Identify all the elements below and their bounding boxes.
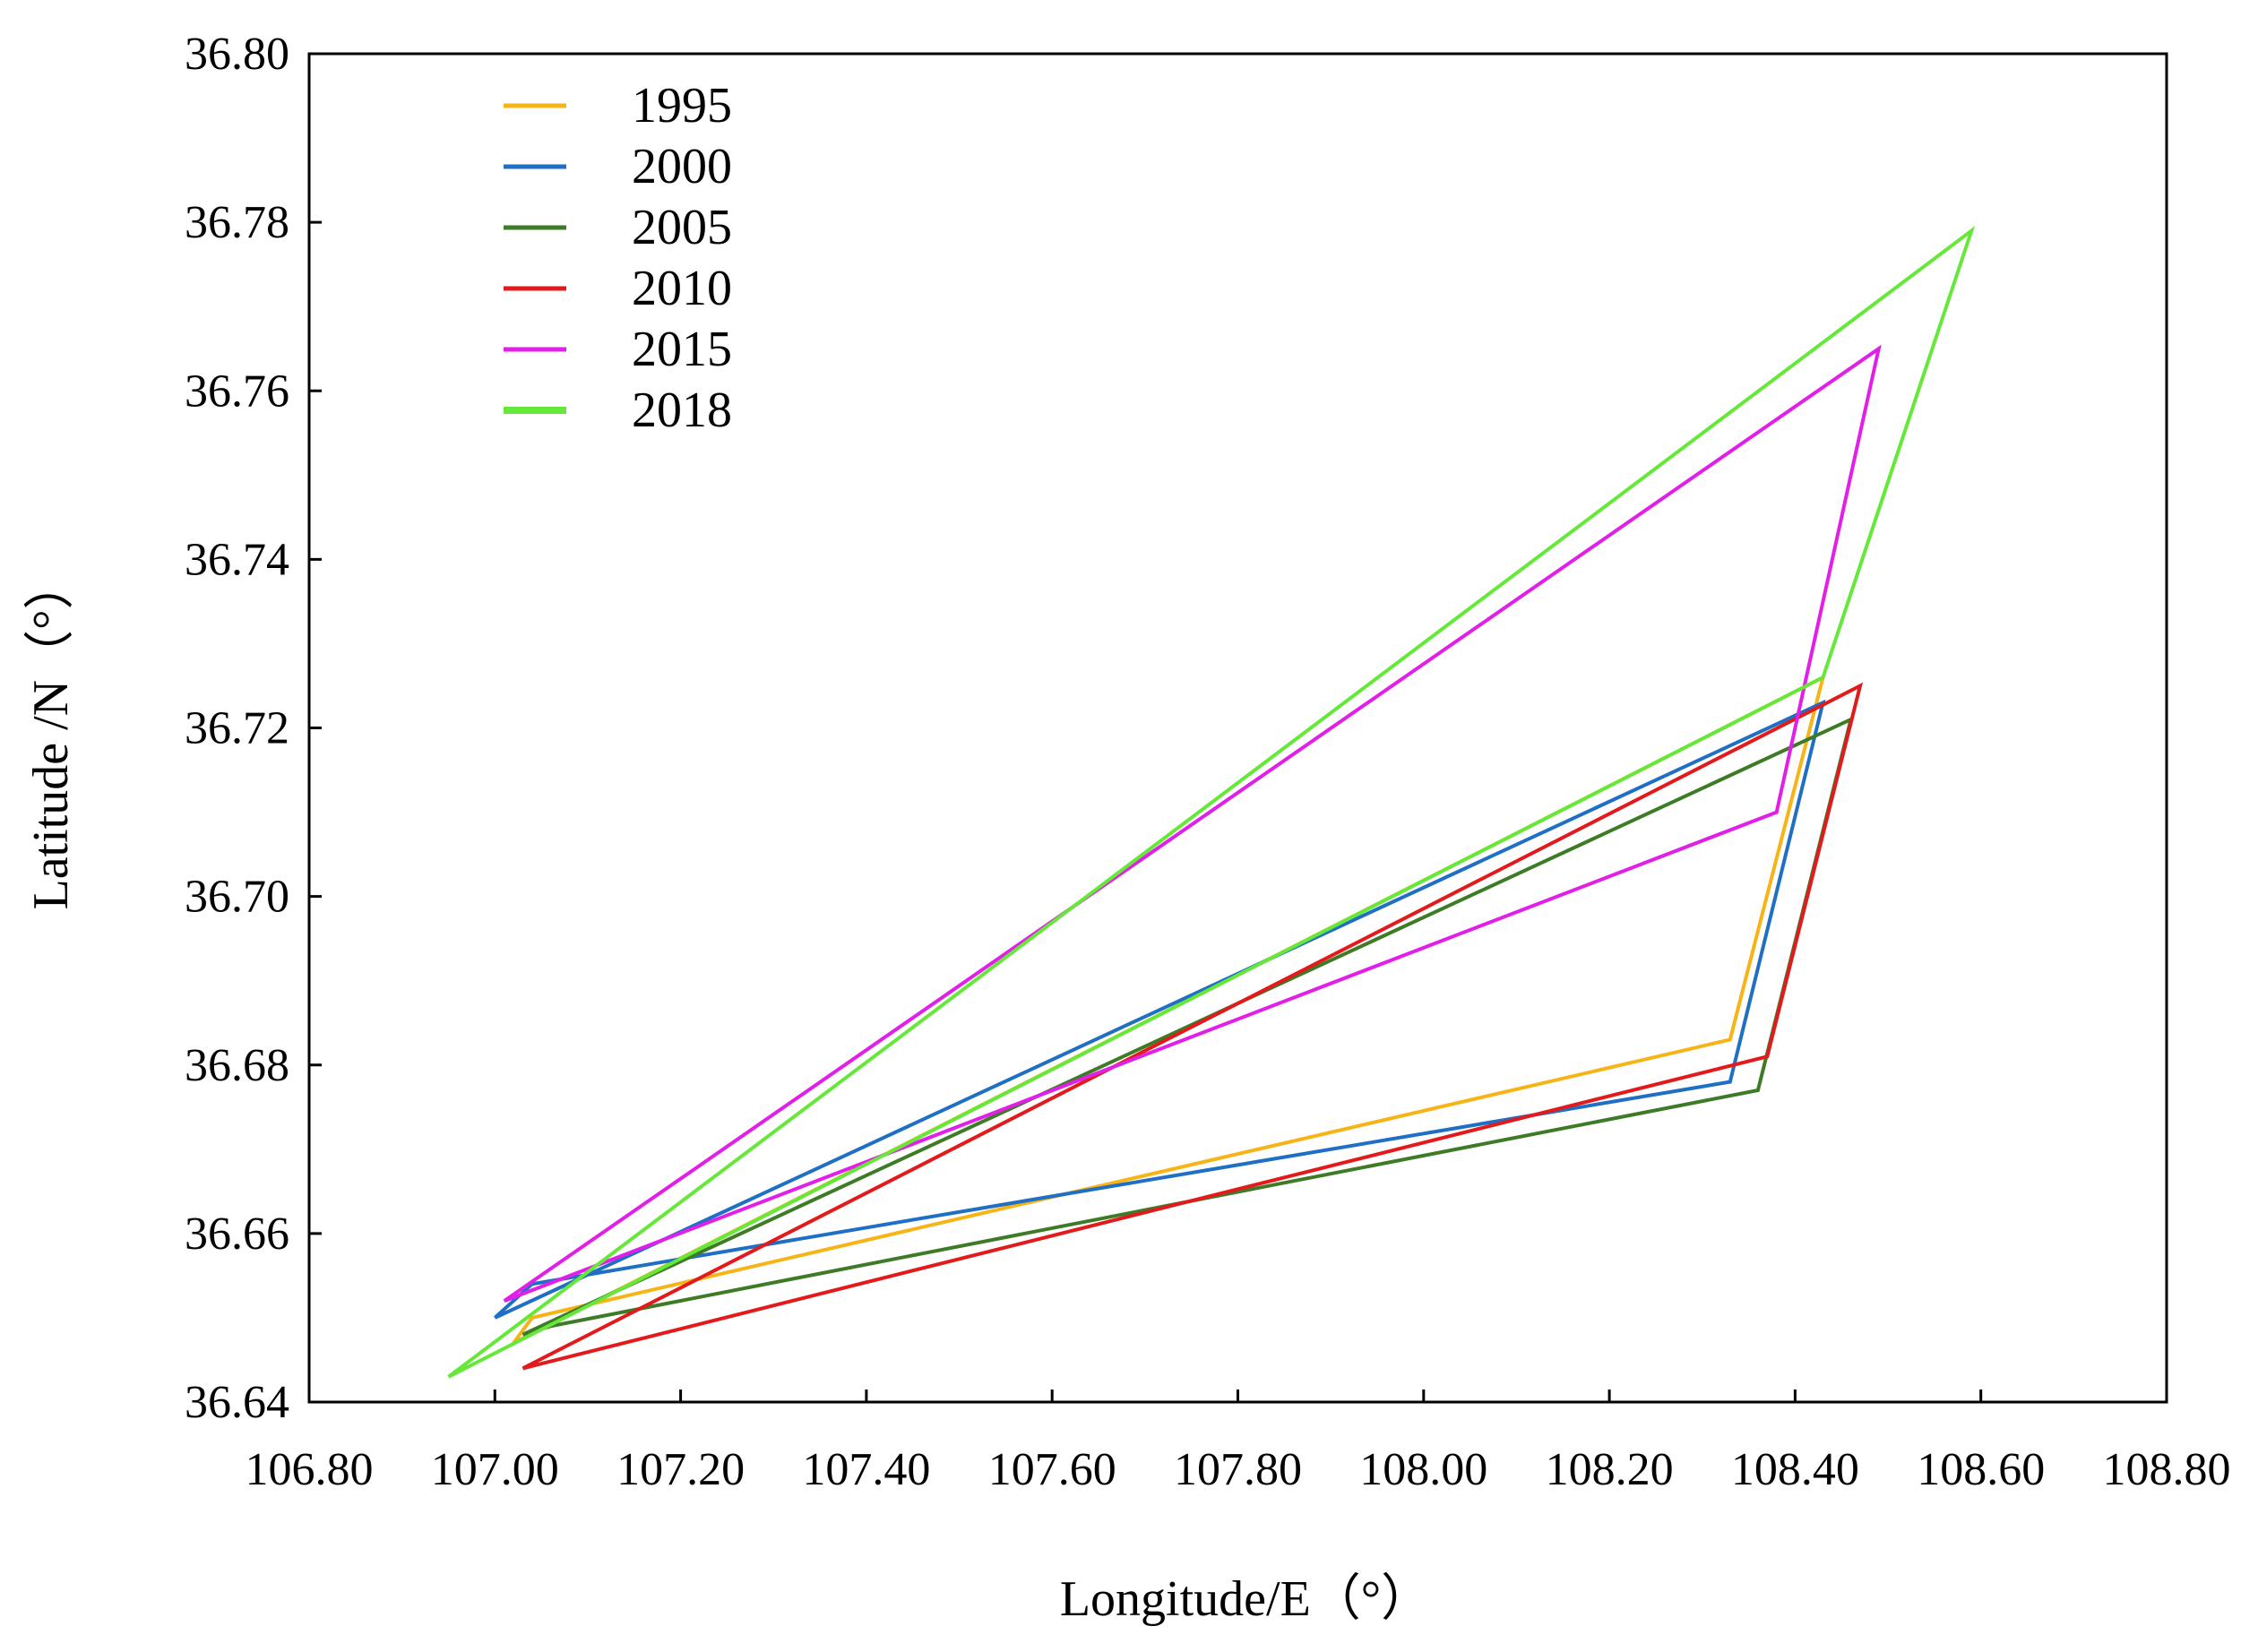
- x-tick-label: 108.20: [1546, 1444, 1674, 1495]
- legend-label-2018: 2018: [632, 383, 732, 438]
- legend-label-2000: 2000: [632, 139, 732, 194]
- y-tick-label: 36.74: [185, 534, 289, 585]
- x-tick-label: 108.60: [1917, 1444, 2045, 1495]
- series-lines: [447, 226, 1976, 1379]
- x-axis-title: Longitude/E（°）: [1060, 1571, 1431, 1627]
- x-tick-label: 107.60: [988, 1444, 1116, 1495]
- x-tick-label: 107.40: [802, 1444, 930, 1495]
- y-tick-label: 36.80: [185, 29, 289, 80]
- legend: 1995 2000 2005 2010 2015 2018: [504, 78, 732, 438]
- legend-label-1995: 1995: [632, 78, 732, 133]
- x-axis: 106.80 107.00 107.20 107.40 107.60 107.80 108.…: [246, 1390, 2231, 1495]
- y-tick-label: 36.72: [185, 703, 289, 754]
- series-line-2010: [521, 682, 1864, 1371]
- x-tick-label: 108.00: [1359, 1444, 1487, 1495]
- x-tick-label: 107.80: [1174, 1444, 1302, 1495]
- x-tick-label: 106.80: [246, 1444, 374, 1495]
- series-line-2005: [521, 716, 1854, 1337]
- series-line-2000: [493, 699, 1826, 1320]
- x-tick-label: 107.00: [431, 1444, 559, 1495]
- y-axis-title: Latitude /N（°）: [23, 560, 79, 910]
- plot-frame: [307, 52, 2168, 1404]
- x-tick-label: 107.20: [616, 1444, 745, 1495]
- y-tick-label: 36.66: [185, 1209, 289, 1260]
- y-tick-label: 36.70: [185, 872, 289, 923]
- y-tick-label: 36.64: [185, 1377, 289, 1428]
- series-line-2015: [503, 344, 1882, 1303]
- y-tick-label: 36.68: [185, 1040, 289, 1091]
- y-tick-label: 36.78: [185, 197, 289, 248]
- series-line-2018: [447, 226, 1976, 1379]
- legend-label-2005: 2005: [632, 200, 732, 255]
- y-tick-label: 36.76: [185, 366, 289, 417]
- legend-label-2015: 2015: [632, 322, 732, 377]
- x-tick-label: 108.40: [1731, 1444, 1859, 1495]
- x-tick-label: 108.80: [2103, 1444, 2231, 1495]
- legend-label-2010: 2010: [632, 261, 732, 316]
- y-axis: 36.64 36.66 36.68 36.70 36.72 36.74 36.76 36.78…: [185, 29, 322, 1428]
